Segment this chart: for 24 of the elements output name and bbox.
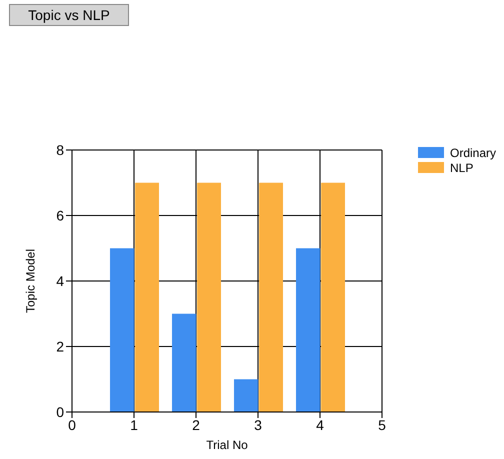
bar	[321, 182, 345, 412]
y-tick-label: 4	[56, 272, 64, 289]
bar	[259, 182, 283, 412]
x-tick-label: 1	[130, 416, 138, 433]
x-tick-label: 0	[68, 416, 76, 433]
y-tick-label: 0	[56, 404, 64, 420]
x-tick-label: 2	[192, 416, 200, 433]
bar	[234, 379, 258, 412]
bar	[110, 248, 134, 412]
legend-label: NLP	[450, 160, 474, 174]
y-tick-label: 6	[56, 207, 64, 224]
y-axis-title: Topic Model	[23, 248, 38, 314]
x-axis-title: Trial No	[206, 438, 248, 452]
bar	[172, 314, 196, 412]
x-tick-label: 5	[378, 416, 386, 433]
x-tick-label: 4	[316, 416, 324, 433]
bar	[296, 248, 320, 412]
bar	[135, 182, 159, 412]
x-tick-label: 3	[254, 416, 262, 433]
legend-label: Ordinary	[450, 146, 496, 160]
chart-title: Topic vs NLP	[9, 4, 129, 26]
bar	[197, 182, 221, 412]
y-tick-label: 2	[56, 338, 64, 354]
y-tick-label: 8	[56, 142, 64, 158]
